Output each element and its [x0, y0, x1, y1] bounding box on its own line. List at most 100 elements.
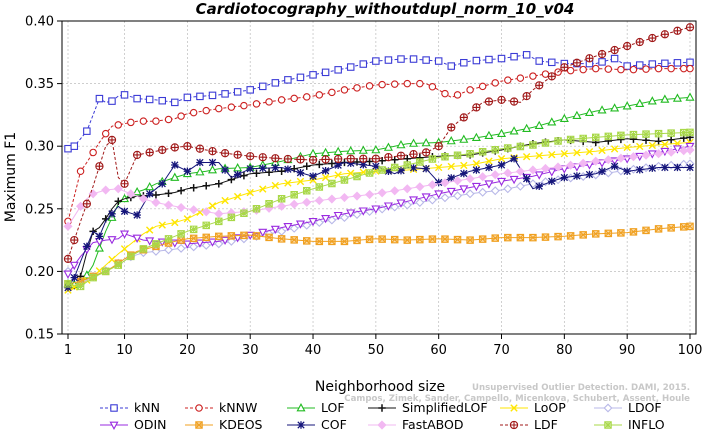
point-cof [208, 158, 217, 167]
point-kdeos [679, 223, 688, 231]
point-knn [321, 68, 330, 77]
point-knn [145, 95, 154, 104]
point-lof [145, 181, 155, 191]
point-knnw [114, 121, 123, 129]
point-kdeos [667, 224, 675, 232]
point-simplifiedlof [152, 191, 160, 199]
point-kdeos [617, 229, 625, 237]
point-kdeos [353, 236, 361, 245]
point-ldof [327, 215, 337, 225]
point-inflo [453, 151, 462, 159]
point-odin [358, 207, 368, 216]
point-cof [95, 232, 104, 241]
point-loop [347, 169, 355, 177]
point-inflo [529, 141, 537, 149]
point-inflo [403, 161, 412, 169]
point-knnw [428, 82, 437, 91]
legend-marker-simplifiedlof [378, 404, 386, 412]
point-simplifiedlof [654, 137, 663, 145]
point-ldof [478, 187, 488, 197]
point-kdeos [202, 233, 210, 242]
point-ldf [371, 154, 381, 163]
point-fastabod [390, 186, 400, 196]
point-ldf [447, 123, 456, 132]
point-ldf [346, 154, 355, 163]
point-fastabod [377, 188, 387, 198]
point-cof [372, 162, 380, 170]
series-knn [64, 51, 694, 153]
series-ldof [63, 159, 695, 289]
point-cof [648, 164, 657, 172]
point-knnw [365, 82, 374, 90]
point-lof [622, 101, 632, 110]
point-simplifiedlof [189, 184, 198, 192]
point-knn [309, 71, 317, 79]
point-ldof [352, 210, 362, 220]
x-tick-label: 100 [678, 343, 702, 358]
point-odin [496, 177, 507, 187]
point-ldf [321, 155, 330, 164]
point-knnw [76, 167, 85, 175]
point-odin [107, 236, 117, 245]
x-tick-label: 30 [242, 343, 259, 358]
point-ldof [465, 189, 475, 199]
point-knnw [152, 117, 160, 125]
point-cof [321, 167, 330, 175]
y-tick-label: 0.40 [25, 15, 54, 30]
legend-item-ldof: LDOF [594, 400, 662, 415]
series-kdeos [64, 222, 694, 288]
legend: kNN kNNW LOF SimplifiedLOF LoOP LDOF ODIN KDEOS… [100, 400, 665, 432]
point-knn [686, 58, 694, 67]
point-lof [522, 123, 532, 133]
point-ldf [635, 37, 644, 47]
point-kdeos [340, 237, 349, 246]
legend-label-ldf: LDF [534, 417, 558, 432]
point-inflo [290, 191, 298, 199]
point-inflo [504, 144, 512, 152]
point-odin [270, 225, 280, 235]
point-simplifiedlof [403, 155, 411, 163]
legend-label-fastabod: FastABOD [402, 417, 464, 432]
x-tick-label: 60 [430, 343, 447, 358]
point-knnw [315, 91, 324, 99]
point-lof [496, 128, 507, 138]
point-fastabod [628, 152, 639, 162]
point-ldf [95, 162, 104, 171]
point-ldf [434, 142, 443, 151]
point-lof [233, 163, 243, 172]
point-knn [359, 60, 368, 68]
point-odin [233, 234, 243, 243]
point-ldof [503, 184, 513, 194]
point-ldf [120, 179, 129, 188]
point-inflo [466, 149, 474, 158]
point-loop [460, 161, 468, 170]
point-knn [522, 51, 531, 59]
point-ldof [654, 161, 664, 171]
point-simplifiedlof [76, 272, 85, 281]
point-ldf [472, 103, 481, 112]
point-knnw [679, 64, 688, 73]
point-ldf [384, 153, 393, 162]
point-fastabod [654, 149, 664, 159]
point-inflo [441, 152, 449, 161]
point-ldf [396, 151, 406, 160]
point-kdeos [277, 235, 286, 243]
point-odin [509, 175, 519, 185]
point-knnw [265, 98, 273, 106]
point-ldof [427, 195, 437, 205]
point-loop [636, 142, 644, 151]
point-cof [598, 167, 606, 175]
point-lof [132, 186, 142, 196]
point-knn [635, 61, 644, 69]
point-kdeos [227, 232, 236, 240]
point-loop [623, 143, 631, 152]
point-lof [509, 126, 519, 135]
point-simplifiedlof [215, 180, 223, 188]
legend-marker-kdeos [195, 421, 203, 429]
point-cof [485, 163, 493, 172]
point-odin [63, 270, 73, 279]
point-lof [207, 165, 218, 174]
point-ldof [415, 198, 425, 208]
point-odin [195, 239, 205, 248]
point-fastabod [365, 189, 375, 200]
